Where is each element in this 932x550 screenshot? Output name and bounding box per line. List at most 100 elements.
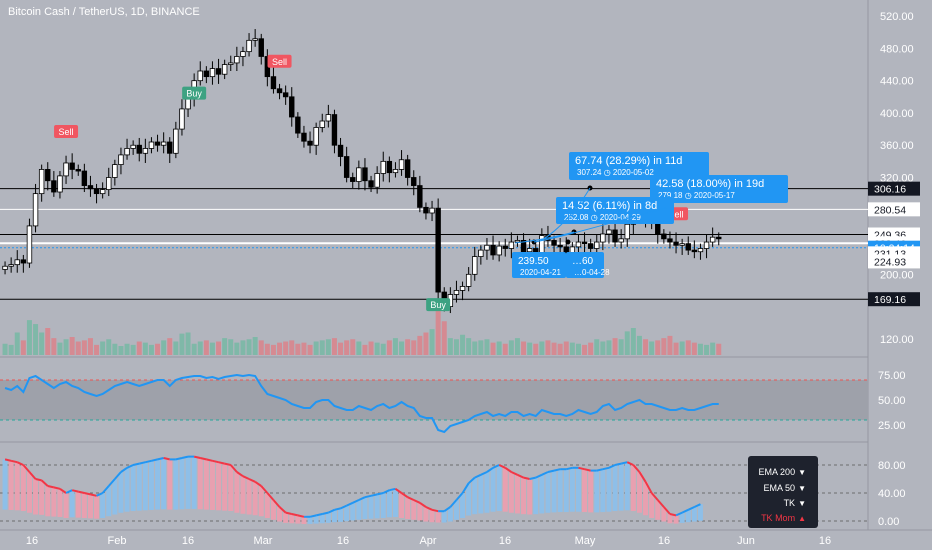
volume-bar bbox=[295, 343, 301, 355]
candle-body bbox=[106, 177, 112, 191]
tk-mom-line bbox=[467, 476, 476, 484]
mom-hist-bar bbox=[673, 515, 679, 524]
tk-mom-line bbox=[96, 492, 104, 497]
legend-tk[interactable]: TK ▼ bbox=[783, 498, 806, 508]
volume-bar bbox=[33, 324, 39, 355]
time-tick: May bbox=[575, 535, 596, 547]
mom-hist-bar bbox=[557, 469, 563, 513]
candle-body bbox=[618, 238, 624, 243]
tk-mom-line bbox=[584, 468, 591, 472]
volume-bar bbox=[563, 341, 569, 355]
volume-bar bbox=[679, 341, 685, 355]
tk-mom-line bbox=[107, 478, 116, 487]
candle bbox=[417, 175, 423, 213]
mom-hist-bar bbox=[69, 490, 75, 518]
mom-hist-bar bbox=[130, 465, 136, 511]
time-tick: 16 bbox=[182, 535, 194, 547]
volume-bar bbox=[240, 340, 246, 355]
volume-bar bbox=[331, 338, 337, 355]
volume-bar bbox=[447, 338, 453, 355]
candle-body bbox=[374, 173, 380, 188]
mom-hist-bar bbox=[185, 456, 191, 509]
volume-bar bbox=[575, 343, 581, 355]
mom-hist-bar bbox=[618, 463, 624, 511]
candle-body bbox=[215, 68, 222, 75]
mom-hist-bar bbox=[691, 507, 697, 522]
candle-body bbox=[148, 141, 155, 149]
mom-hist-bar bbox=[173, 459, 179, 510]
volume-bar bbox=[270, 344, 276, 355]
volume-bar bbox=[283, 341, 289, 355]
mom-hist-bar bbox=[100, 493, 106, 518]
volume-bar bbox=[136, 341, 142, 355]
mom-hist-bar bbox=[478, 474, 484, 514]
candle bbox=[106, 167, 112, 197]
tk-mom-line bbox=[65, 489, 73, 494]
candle bbox=[691, 240, 698, 259]
volume-bar bbox=[313, 341, 319, 355]
legend-ema200[interactable]: EMA 200 ▼ bbox=[758, 467, 806, 477]
mom-hist-bar bbox=[2, 459, 8, 510]
mom-hist-bar bbox=[350, 502, 356, 521]
candle-body bbox=[2, 265, 8, 270]
candle-body bbox=[557, 244, 563, 248]
mom-hist-bar bbox=[447, 507, 453, 522]
candle bbox=[386, 156, 393, 183]
tk-mom-line bbox=[132, 462, 140, 466]
mom-hist-bar bbox=[545, 472, 551, 513]
candle bbox=[490, 235, 496, 260]
candle-body bbox=[520, 240, 527, 253]
candle bbox=[179, 99, 185, 136]
volume-bar bbox=[618, 339, 624, 355]
tk-mom-line bbox=[394, 487, 403, 494]
volume-bar bbox=[411, 340, 417, 355]
candle bbox=[57, 171, 63, 199]
volume-bar bbox=[380, 343, 386, 355]
candle bbox=[26, 218, 33, 268]
measure-callout: …60…0-04-28 bbox=[565, 239, 610, 278]
candle-body bbox=[411, 177, 417, 186]
mom-tick: 0.00 bbox=[878, 516, 899, 528]
candle-body bbox=[142, 148, 149, 154]
tk-mom-line bbox=[346, 501, 354, 507]
mom-hist-bar bbox=[588, 470, 594, 513]
tk-mom-line bbox=[638, 471, 647, 483]
tk-mom-line bbox=[669, 513, 677, 517]
legend-ema50[interactable]: EMA 50 ▼ bbox=[763, 483, 806, 493]
candle-body bbox=[319, 120, 325, 128]
tk-mom-line bbox=[370, 493, 378, 497]
candle bbox=[221, 59, 228, 80]
volume-bar bbox=[716, 343, 722, 355]
volume-bar bbox=[655, 340, 661, 355]
volume-bar bbox=[594, 339, 600, 355]
tk-mom-line bbox=[236, 471, 244, 478]
tk-mom-line bbox=[400, 492, 409, 499]
mom-hist-bar bbox=[563, 469, 569, 513]
volume-bar bbox=[624, 331, 630, 355]
mom-hist-bar bbox=[283, 512, 289, 523]
legend-tk-mom[interactable]: TK Mom ▲ bbox=[761, 513, 806, 523]
tk-mom-line bbox=[114, 471, 122, 480]
tk-mom-line bbox=[578, 466, 585, 471]
candle bbox=[69, 153, 75, 180]
volume-bar bbox=[514, 338, 520, 355]
candle-body bbox=[502, 245, 508, 249]
volume-bar bbox=[533, 343, 539, 355]
tk-mom-line bbox=[620, 461, 628, 465]
mom-hist-bar bbox=[679, 512, 685, 523]
candle bbox=[32, 183, 39, 233]
mom-hist-bar bbox=[216, 462, 222, 511]
candle-body bbox=[600, 233, 606, 243]
tk-mom-line bbox=[278, 506, 287, 514]
mom-hist-bar bbox=[655, 500, 661, 520]
buy-signal: Buy bbox=[182, 86, 207, 100]
candle-body bbox=[423, 206, 429, 214]
candle bbox=[343, 146, 350, 183]
mom-hist-bar bbox=[338, 508, 344, 522]
candle-body bbox=[124, 148, 130, 156]
candle bbox=[673, 232, 679, 254]
candle-body bbox=[93, 188, 100, 195]
candle-body bbox=[246, 39, 252, 53]
candle-body bbox=[484, 244, 490, 251]
